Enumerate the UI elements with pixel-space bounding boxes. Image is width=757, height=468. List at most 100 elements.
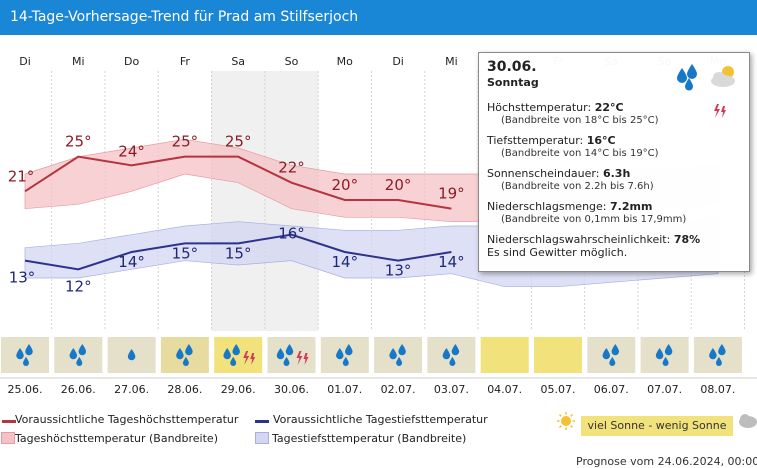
rain-drop-icon (611, 344, 620, 356)
legend-max-line: Voraussichtliche Tageshöchsttemperatur (15, 413, 239, 426)
rain-drop-icon (232, 344, 240, 356)
rain-drop-icon (449, 357, 456, 366)
date-label: 04.07. (487, 383, 522, 396)
rain-drop-icon (664, 344, 673, 356)
rain-drop-icon (69, 348, 78, 360)
partly-cloudy-icon (711, 66, 735, 87)
rain-drop-icon (336, 348, 344, 360)
weekday-label: Sa (231, 55, 245, 68)
rain-drop-icon (185, 344, 193, 356)
rain-drop-icon (718, 344, 726, 356)
rain-drop-icon (76, 357, 83, 366)
date-label: 07.07. (647, 383, 682, 396)
sun-scale-label: viel Sonne - wenig Sonne (581, 416, 733, 436)
tooltip-max-value: 22°C (594, 101, 624, 114)
weather-tile (480, 337, 529, 373)
forecast-timestamp: Prognose vom 24.06.2024, 00:00 (576, 455, 757, 468)
rain-drop-icon (451, 344, 460, 356)
rain-drop-icon (398, 344, 406, 356)
rain-drop-icon (16, 348, 24, 360)
date-label: 28.06. (167, 383, 202, 396)
tooltip-max-label: Höchsttemperatur: (487, 101, 592, 114)
weather-tile (693, 337, 742, 373)
weekday-label: Di (19, 55, 31, 68)
max-temp-label: 21° (8, 167, 35, 185)
rain-drop-icon (655, 348, 664, 360)
max-temp-label: 24° (118, 142, 145, 160)
page-title: 14-Tage-Vorhersage-Trend für Prad am Sti… (0, 0, 757, 35)
date-label: 01.07. (327, 383, 362, 396)
weather-tile (640, 337, 689, 373)
rain-drop-icon (276, 348, 285, 360)
legend-min-line-swatch (255, 420, 269, 423)
weekday-label: Mi (445, 55, 458, 68)
rain-drop-icon (715, 357, 722, 366)
legend-max-band: Tageshöchsttemperatur (Bandbreite) (15, 432, 218, 445)
legend-min-band: Tagestiefsttemperatur (Bandbreite) (272, 432, 467, 445)
weather-tile (267, 337, 316, 373)
min-temp-label: 14° (118, 253, 145, 271)
rain-drop-icon (283, 357, 290, 366)
weekday-label: Mi (72, 55, 85, 68)
legend-max-band-swatch (1, 432, 15, 444)
rain-drops-icon (677, 64, 697, 91)
weekday-label: Di (392, 55, 404, 68)
tooltip-weather-icons (675, 63, 739, 96)
date-label: 02.07. (381, 383, 416, 396)
sun-icon (557, 412, 575, 434)
date-label: 03.07. (434, 383, 469, 396)
lightning-icon (713, 103, 727, 122)
tooltip-sun-value: 6.3h (602, 167, 631, 180)
rain-drop-icon (442, 348, 451, 360)
tooltip-prob-value: 78% (673, 233, 701, 246)
min-temp-line (24, 233, 452, 271)
rain-drop-icon (176, 348, 184, 360)
rain-drop-icon (223, 348, 231, 360)
weekday-label: Mo (337, 55, 353, 68)
max-temp-label: 25° (65, 133, 92, 151)
min-temp-label: 14° (332, 253, 359, 271)
tooltip-precip-value: 7.2mm (610, 200, 653, 213)
max-temp-label: 20° (332, 176, 359, 194)
tooltip-max-range: (Bandbreite von 18°C bis 25°C) (501, 115, 659, 126)
tooltip-prob-label: Niederschlagswahrscheinlichkeit: (487, 233, 671, 246)
legend-min-band-swatch (255, 432, 269, 444)
max-temp-label: 25° (225, 133, 252, 151)
weekday-label: So (285, 55, 299, 68)
rain-drop-icon (25, 344, 33, 356)
date-label: 27.06. (114, 383, 149, 396)
rain-drop-icon (396, 357, 403, 366)
min-temp-label: 16° (278, 225, 305, 243)
tooltip-sun-label: Sonnenscheindauer: (487, 167, 600, 180)
weather-tile (54, 337, 103, 373)
date-label: 29.06. (221, 383, 256, 396)
date-label: 05.07. (541, 383, 576, 396)
min-temp-label: 15° (225, 244, 252, 262)
rain-drop-icon (345, 344, 353, 356)
rain-drop-icon (23, 357, 29, 366)
weather-tile (1, 337, 49, 373)
date-label: 08.07. (700, 383, 735, 396)
rain-drop-icon (342, 357, 349, 366)
max-temp-line (24, 155, 452, 210)
legend-min-line: Voraussichtliche Tagestiefsttemperatur (273, 413, 488, 426)
weekend-column (211, 71, 265, 331)
weather-tile (534, 337, 582, 373)
rain-drop-icon (182, 357, 189, 366)
rain-drop-icon (78, 344, 87, 356)
lightning-icon (243, 351, 256, 365)
min-temp-label: 13° (9, 269, 36, 287)
max-temp-label: 22° (278, 159, 305, 177)
rain-drop-icon (389, 348, 397, 360)
date-label: 06.07. (594, 383, 629, 396)
tooltip-precip-range: (Bandbreite von 0,1mm bis 17,9mm) (501, 214, 687, 225)
weather-tile (427, 337, 476, 373)
weather-tile (587, 337, 636, 373)
rain-drop-icon (285, 344, 294, 356)
rain-drop-icon (127, 349, 136, 361)
tooltip-note: Es sind Gewitter möglich. (487, 246, 628, 259)
date-label: 25.06. (8, 383, 43, 396)
tooltip-sun-range: (Bandbreite von 2.2h bis 7.6h) (501, 181, 654, 192)
date-label: 26.06. (61, 383, 96, 396)
weekday-label: Fr (180, 55, 191, 68)
